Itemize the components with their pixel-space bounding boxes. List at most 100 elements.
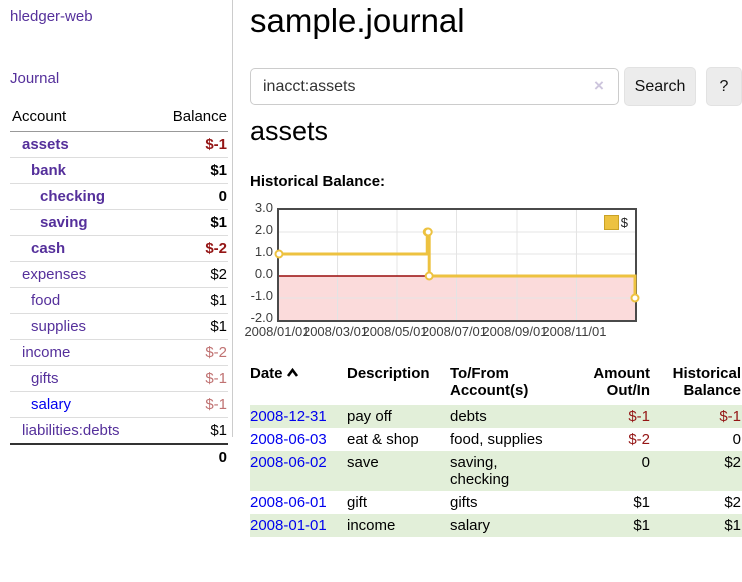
chart-legend: $ [601,214,630,231]
accounts-total-value: 0 [153,443,228,470]
clear-search-icon[interactable]: × [594,76,604,95]
x-axis-tick-label: 2008/09/01 [482,324,548,339]
register-row: 2008-01-01 income salary $1 $1 [250,514,742,537]
accounts-total-row: 0 [10,443,228,470]
register-table: Date Description To/From Account(s) Amou… [250,363,742,537]
transaction-date-link[interactable]: 2008-12-31 [250,408,327,425]
account-row-food: food $1 [10,287,228,314]
account-link-gifts[interactable]: gifts [31,370,59,387]
transaction-date-link[interactable]: 2008-06-01 [250,494,327,511]
register-row: 2008-12-31 pay off debts $-1 $-1 [250,405,742,428]
account-balance: $-2 [153,235,228,262]
account-row-supplies: supplies $1 [10,313,228,340]
account-balance: $-2 [153,339,228,366]
account-link-supplies[interactable]: supplies [31,318,87,335]
search-input[interactable] [250,68,619,105]
transaction-accounts: food, supplies [450,431,543,448]
register-header-row: Date Description To/From Account(s) Amou… [250,363,742,405]
account-row-saving: saving $1 [10,209,228,236]
register-header-date-label: Date [250,365,283,382]
sort-ascending-icon [286,367,298,377]
accounts-header-account: Account [10,104,154,132]
transaction-balance: 0 [732,431,741,448]
transaction-description: pay off [347,408,392,425]
register-header-amount: Amount Out/In [593,365,650,399]
account-row-expenses: expenses $2 [10,261,228,288]
chart-plot-area: $ [274,208,640,322]
transaction-amount: $-1 [628,408,650,425]
account-balance: $1 [153,209,228,236]
account-balance: 0 [153,183,228,210]
transaction-accounts: salary [450,517,491,534]
account-row-checking: checking 0 [10,183,228,210]
account-link-liabilities-debts[interactable]: liabilities:debts [22,422,120,439]
register-header-balance: Historical Balance [672,365,741,399]
account-row-assets: assets $-1 [10,131,228,158]
sidebar-item-journal[interactable]: Journal [10,70,60,87]
transaction-amount: 0 [641,454,650,471]
account-balance: $1 [153,287,228,314]
transaction-date-link[interactable]: 2008-06-02 [250,454,327,471]
transaction-date-link[interactable]: 2008-06-03 [250,431,327,448]
register-header-accounts: To/From Account(s) [450,365,529,399]
x-axis-tick-label: 2008/07/01 [421,324,488,339]
account-row-bank: bank $1 [10,157,228,184]
register-header-description: Description [347,365,430,382]
account-link-saving[interactable]: saving [40,214,88,231]
transaction-date-link[interactable]: 2008-01-01 [250,517,327,534]
account-row-gifts: gifts $-1 [10,365,228,392]
y-axis-tick-label: 0.0 [254,266,273,281]
y-axis-tick-label: -1.0 [250,288,273,303]
y-axis-tick-label: -2.0 [250,310,273,325]
account-link-expenses[interactable]: expenses [22,266,87,283]
x-axis-tick-label: 2008/03/01 [302,324,369,339]
search-button[interactable]: Search [624,67,696,106]
x-axis-tick-label: 2008/05/01 [362,324,428,339]
transaction-amount: $-2 [628,431,650,448]
account-link-salary[interactable]: salary [31,396,72,413]
account-link-food[interactable]: food [31,292,61,309]
transaction-balance: $1 [724,517,741,534]
account-link-bank[interactable]: bank [31,162,67,179]
account-balance: $1 [153,313,228,340]
account-balance: $1 [153,417,228,445]
sidebar-divider [232,0,233,437]
accounts-header-row: Account Balance [10,104,228,132]
transaction-description: save [347,454,379,471]
transaction-accounts: saving, checking [450,454,510,488]
account-row-cash: cash $-2 [10,235,228,262]
app-brand-link[interactable]: hledger-web [10,8,93,25]
transaction-description: gift [347,494,368,511]
account-balance: $1 [153,157,228,184]
register-row: 2008-06-02 save saving, checking 0 $2 [250,451,742,491]
x-axis-tick-label: 2008/11/01 [542,324,607,339]
legend-swatch-icon [603,215,619,230]
account-row-liabilities-debts: liabilities:debts $1 [10,417,228,445]
account-link-checking[interactable]: checking [40,188,106,205]
account-link-cash[interactable]: cash [31,240,66,257]
transaction-accounts: gifts [450,494,478,511]
account-balance: $-1 [153,391,228,418]
x-axis-tick-label: 2008/01/01 [244,324,310,339]
transaction-accounts: debts [450,408,487,425]
account-balance: $-1 [153,365,228,392]
transaction-balance: $2 [724,454,741,471]
transaction-description: income [347,517,396,534]
account-balance: $-1 [153,131,228,158]
help-button[interactable]: ? [706,67,742,106]
y-axis-tick-label: 1.0 [254,244,273,259]
legend-series-label: $ [620,215,628,230]
transaction-description: eat & shop [347,431,419,448]
account-link-assets[interactable]: assets [22,136,69,153]
transaction-balance: $-1 [719,408,741,425]
search-form: × Search ? [250,67,742,107]
transaction-balance: $2 [724,494,741,511]
chart-title: Historical Balance: [250,173,386,190]
register-header-date[interactable]: Date [250,363,347,405]
chart-canvas [274,210,640,320]
account-row-salary: salary $-1 [10,391,228,418]
transaction-amount: $1 [633,517,650,534]
account-link-income[interactable]: income [22,344,71,361]
y-axis-tick-label: 2.0 [254,222,273,237]
account-page-title: assets [250,116,329,146]
